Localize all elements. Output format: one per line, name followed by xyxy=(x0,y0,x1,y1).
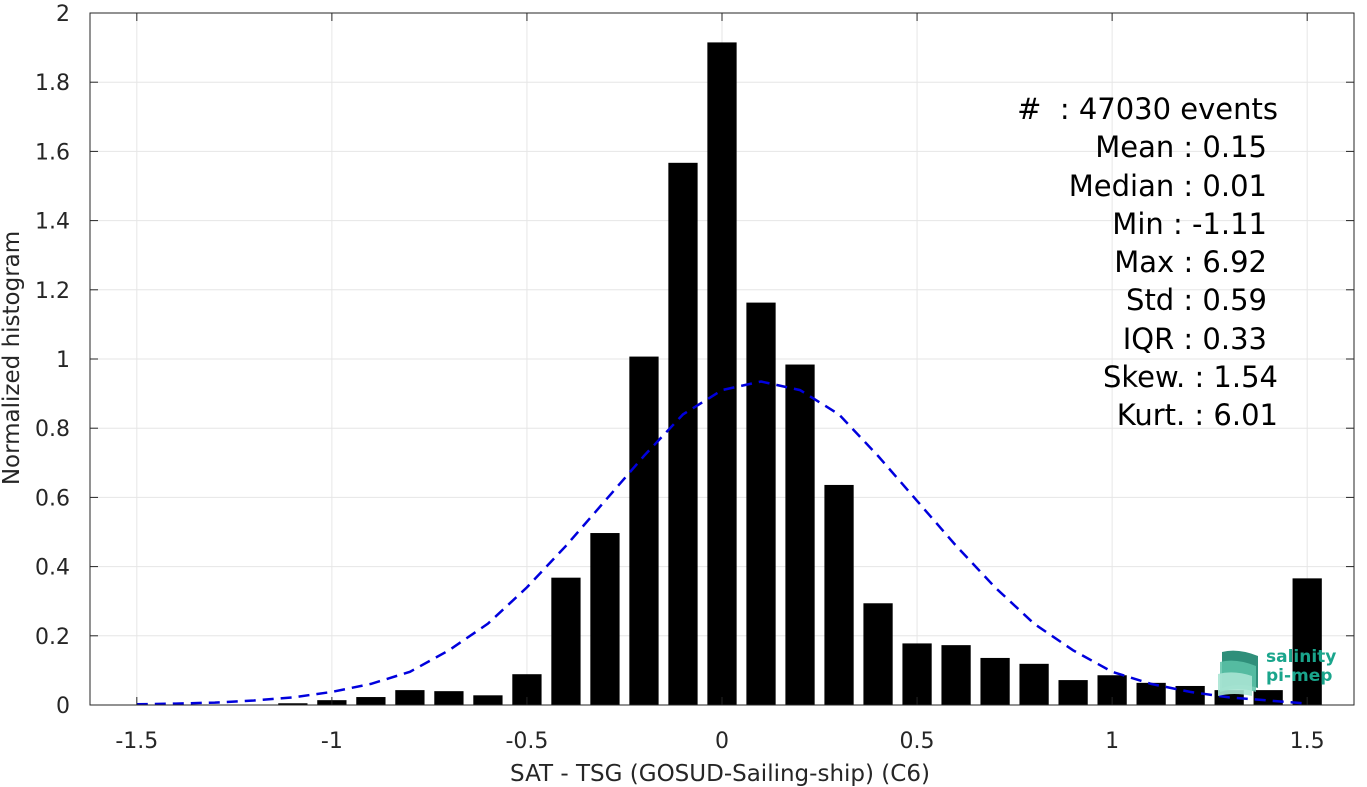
histogram-bar xyxy=(668,162,698,705)
y-tick-label: 1.2 xyxy=(35,279,70,304)
x-tick-label: 0 xyxy=(715,729,729,754)
stat-skew: Skew. : 1.54 xyxy=(1102,360,1278,395)
stat-events: # : 47030 events xyxy=(1017,92,1278,126)
y-tick-label: 0.2 xyxy=(35,625,70,650)
stat-median: Median : 0.01 xyxy=(1068,168,1267,203)
y-tick-label: 1.6 xyxy=(35,140,70,165)
histogram-bar xyxy=(941,645,971,705)
histogram-bar xyxy=(980,657,1010,705)
histogram-bar xyxy=(590,533,620,705)
y-tick-label: 0.8 xyxy=(35,417,70,442)
y-tick-label: 0.6 xyxy=(35,486,70,511)
x-tick-label: -1.5 xyxy=(115,729,158,754)
x-tick-label: -0.5 xyxy=(505,729,548,754)
histogram-bar xyxy=(395,690,425,705)
stat-std: Std : 0.59 xyxy=(1126,283,1267,318)
histogram-bar xyxy=(902,643,932,705)
stat-mean: Mean : 0.15 xyxy=(1095,130,1267,165)
logo-text-line1: salinity xyxy=(1266,647,1337,667)
histogram-bar xyxy=(785,364,815,705)
histogram-bar xyxy=(1058,680,1088,705)
y-axis-label: Normalized histogram xyxy=(0,231,25,485)
x-tick-label: -1 xyxy=(321,729,343,754)
x-tick-label: 1 xyxy=(1105,729,1119,754)
histogram-bar xyxy=(863,603,893,705)
y-tick-label: 0.4 xyxy=(35,556,70,581)
axes xyxy=(89,12,1355,706)
histogram-bar xyxy=(746,302,776,705)
x-tick-label: 0.5 xyxy=(900,729,935,754)
stat-kurt: Kurt. : 6.01 xyxy=(1116,398,1278,433)
x-tick-labels: -1.5 -1 -0.5 0 0.5 1 1.5 xyxy=(115,729,1324,754)
y-tick-label: 1.8 xyxy=(35,71,70,96)
histogram-bar xyxy=(1019,663,1049,705)
histogram-bar xyxy=(434,691,464,705)
x-tick-label: 1.5 xyxy=(1290,729,1325,754)
stat-min: Min : -1.11 xyxy=(1112,206,1267,241)
histogram-bar xyxy=(629,356,659,705)
salinity-pi-mep-logo: salinity pi-mep xyxy=(1218,648,1348,696)
histogram-bar xyxy=(278,703,308,705)
stat-iqr: IQR : 0.33 xyxy=(1122,321,1267,356)
statistics-panel: # : 47030 events Mean : 0.15 Median : 0.… xyxy=(1017,90,1278,435)
logo-text-line2: pi-mep xyxy=(1266,666,1333,686)
y-tick-labels: 0 0.2 0.4 0.6 0.8 1 1.2 1.4 1.6 1.8 2 xyxy=(35,2,70,719)
histogram-bar xyxy=(824,484,854,705)
histogram-bar xyxy=(473,695,503,705)
histogram-bar xyxy=(1175,685,1205,705)
stat-max: Max : 6.92 xyxy=(1114,245,1267,280)
y-tick-label: 1.4 xyxy=(35,210,70,235)
histogram-bar xyxy=(551,577,581,705)
wave-logo-icon xyxy=(1218,650,1258,696)
x-axis-label: SAT - TSG (GOSUD-Sailing-ship) (C6) xyxy=(510,761,930,787)
y-tick-label: 2 xyxy=(56,2,70,27)
y-tick-label: 0 xyxy=(56,694,70,719)
histogram-bar xyxy=(1136,682,1166,705)
histogram-bar xyxy=(1292,578,1322,705)
histogram-bar xyxy=(707,42,737,706)
histogram-bar xyxy=(356,697,386,705)
y-tick-label: 1 xyxy=(56,348,70,373)
